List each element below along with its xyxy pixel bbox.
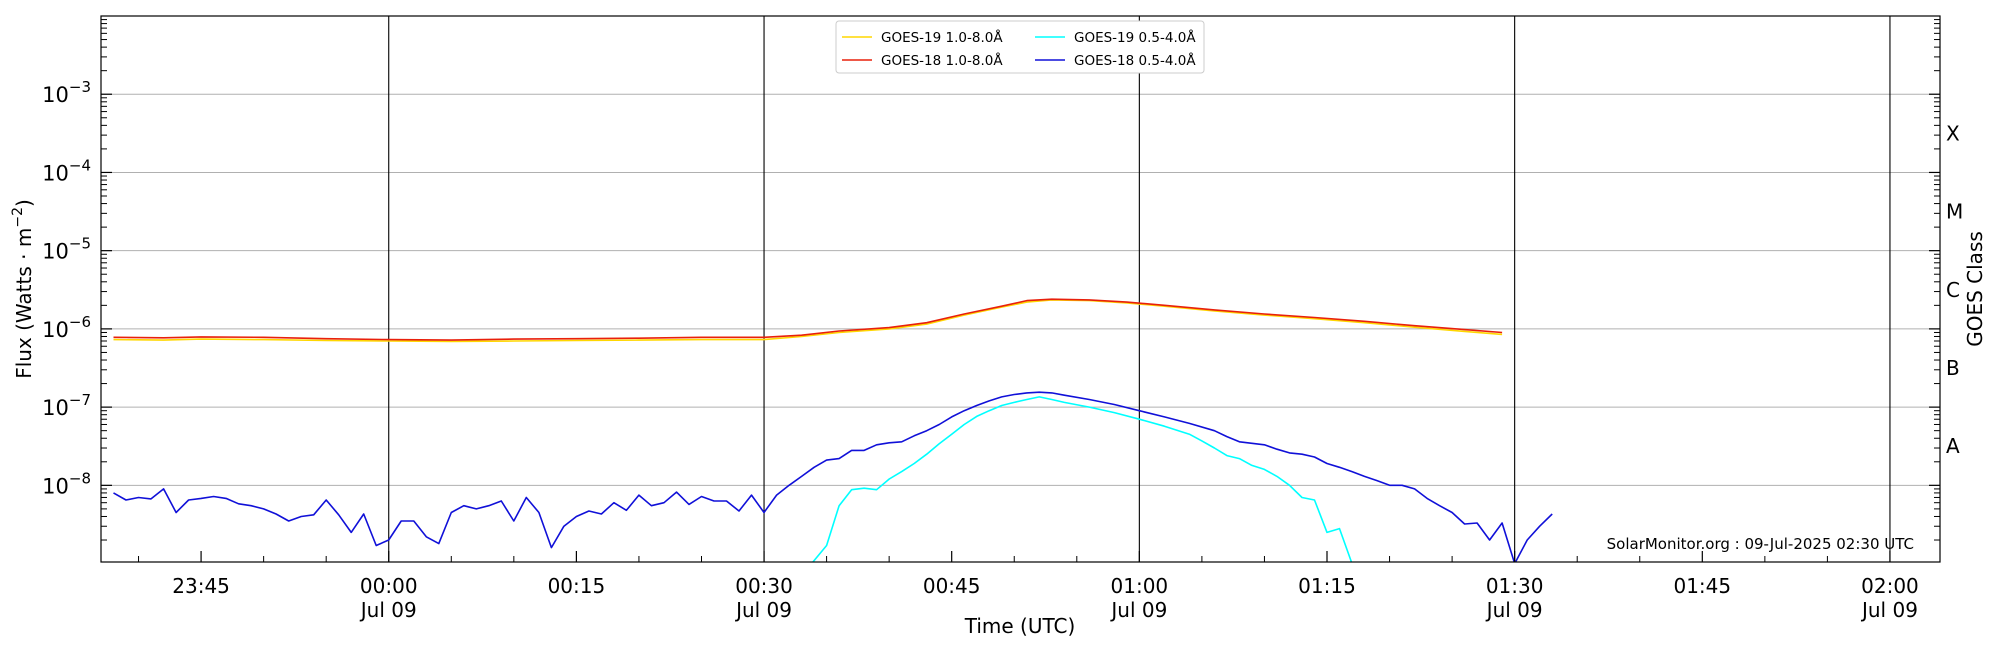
x-tick-label: 01:30: [1486, 574, 1544, 598]
series-goes19-long: [113, 299, 1503, 343]
x-tick-label: 00:15: [548, 574, 606, 598]
y-tick-label: 10−6: [42, 313, 91, 342]
plot-frame: [100, 15, 1941, 563]
goes-class-labels: A B C M X: [1946, 121, 1963, 458]
goes-class-a: A: [1946, 434, 1960, 458]
x-tick-label: 01:15: [1298, 574, 1356, 598]
y-tick-label: 10−4: [42, 156, 91, 185]
vertical-grid: [388, 16, 1891, 562]
y-tick-label: 10−5: [42, 235, 91, 264]
y-axis-ticks: 10−8 10−7 10−6 10−5 10−4 10−3: [42, 78, 1940, 498]
legend-box: [835, 20, 1205, 74]
x-tick-date: Jul 09: [734, 598, 792, 622]
goes-class-c: C: [1946, 278, 1960, 302]
y-tick-label: 10−7: [42, 391, 91, 420]
x-tick-label: 23:45: [172, 574, 230, 598]
x-tick-date: Jul 09: [1109, 598, 1167, 622]
legend-label-goes19-short: GOES-19 0.5-4.0Å: [1074, 29, 1196, 46]
goes-class-x: X: [1946, 121, 1960, 145]
credit-text: SolarMonitor.org : 09-Jul-2025 02:30 UTC: [1607, 535, 1914, 553]
y-axis-label: Flux (Watts · m−2): [10, 199, 36, 379]
series-goes18-short: [113, 391, 1553, 562]
series-group: [113, 298, 1553, 562]
series-goes18-long: [113, 298, 1503, 341]
legend-label-goes18-long: GOES-18 1.0-8.0Å: [881, 52, 1003, 69]
horizontal-grid: [101, 93, 1940, 486]
x-tick-label: 01:00: [1111, 574, 1169, 598]
series-goes19-short: [811, 396, 1353, 562]
right-axis-label: GOES Class: [1963, 231, 1987, 347]
x-tick-label: 01:45: [1673, 574, 1731, 598]
x-axis-label: Time (UTC): [964, 614, 1076, 638]
x-tick-label: 00:00: [360, 574, 418, 598]
goes-class-m: M: [1946, 200, 1963, 224]
goes-class-b: B: [1946, 356, 1960, 380]
x-tick-label: 02:00: [1861, 574, 1919, 598]
x-tick-label: 00:30: [735, 574, 793, 598]
x-tick-date: Jul 09: [1860, 598, 1918, 622]
legend-label-goes19-long: GOES-19 1.0-8.0Å: [881, 29, 1003, 46]
y-tick-label: 10−8: [42, 469, 91, 498]
legend-label-goes18-short: GOES-18 0.5-4.0Å: [1074, 52, 1196, 69]
y-tick-label: 10−3: [42, 78, 91, 107]
x-tick-date: Jul 09: [1485, 598, 1543, 622]
legend: GOES-19 1.0-8.0Å GOES-18 1.0-8.0Å GOES-1…: [835, 20, 1205, 74]
x-tick-date: Jul 09: [359, 598, 417, 622]
x-tick-label: 00:45: [923, 574, 981, 598]
minor-ticks: [101, 19, 1940, 562]
